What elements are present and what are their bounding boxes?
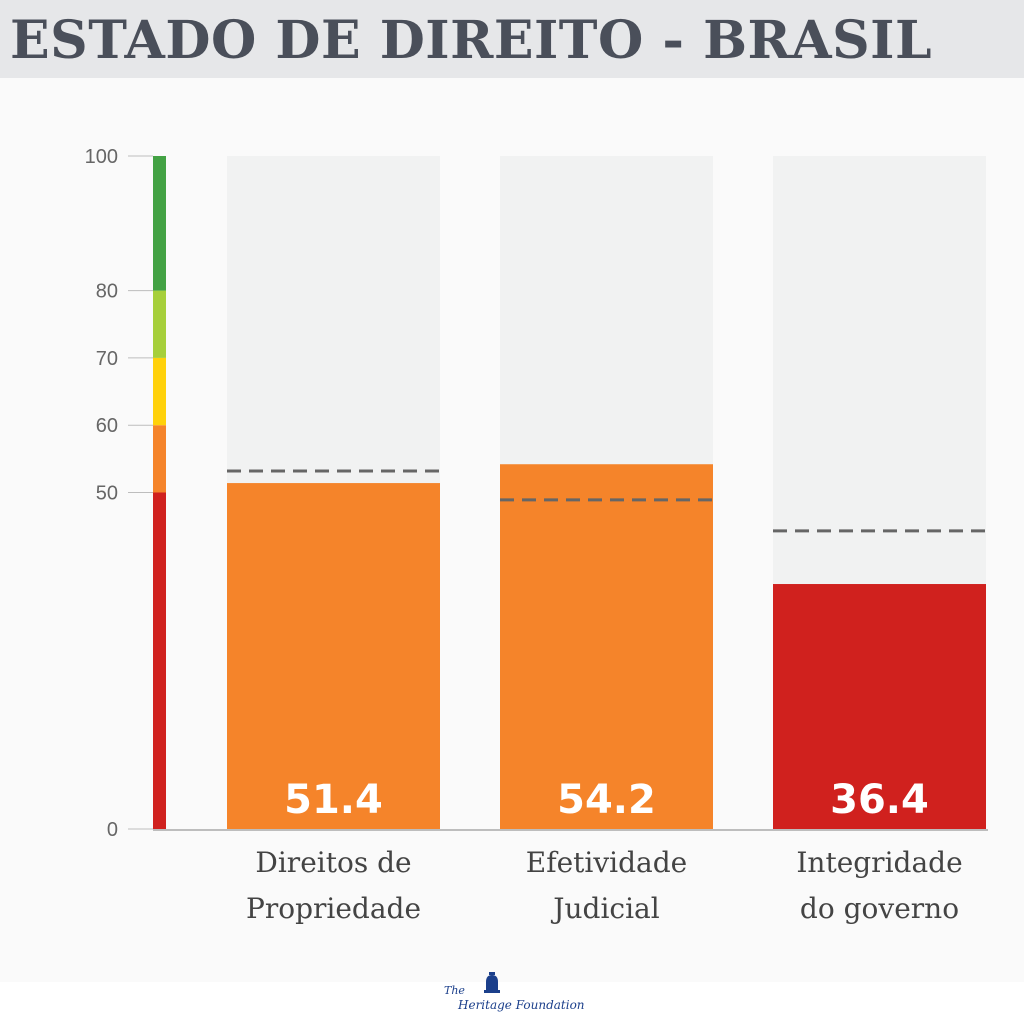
- heritage-foundation-logo: The Heritage Foundation: [438, 970, 598, 1016]
- scale-band-0: [153, 492, 166, 829]
- scale-band-1: [153, 425, 166, 493]
- liberty-bell-icon: [484, 972, 500, 993]
- y-tick-label-0: 0: [107, 819, 118, 841]
- bar-chart: 0 50 60 70 80 100 51.4 Direitos de Propriedade 54…: [85, 146, 988, 925]
- category-label-0-1: Propriedade: [246, 892, 421, 925]
- category-label-2-1: do governo: [800, 892, 959, 925]
- scale-band-4: [153, 156, 166, 291]
- chart-title: ESTADO DE DIREITO - BRASIL: [10, 10, 933, 71]
- category-label-1-0: Efetividade: [526, 846, 687, 879]
- bar-value-label-2: 36.4: [830, 777, 929, 823]
- scale-band-2: [153, 357, 166, 426]
- title-bar: ESTADO DE DIREITO - BRASIL: [0, 0, 1024, 78]
- category-label-0-0: Direitos de: [255, 846, 411, 879]
- bar-0: [227, 483, 440, 829]
- y-tick-label-5: 100: [85, 146, 118, 168]
- logo-the-text: The: [444, 984, 465, 997]
- y-tick-label-2: 60: [96, 415, 118, 437]
- bar-value-label-0: 51.4: [284, 777, 383, 823]
- y-tick-label-1: 50: [96, 483, 118, 505]
- logo-name-text: Heritage Foundation: [458, 998, 585, 1012]
- bar-value-label-1: 54.2: [557, 777, 656, 823]
- bar-2: [773, 584, 986, 829]
- footer-band: [0, 982, 1024, 1024]
- y-tick-label-4: 80: [96, 281, 118, 303]
- category-label-1-1: Judicial: [550, 892, 659, 925]
- y-tick-label-3: 70: [96, 348, 118, 370]
- bar-1: [500, 464, 713, 829]
- category-label-2-0: Integridade: [796, 846, 962, 879]
- scale-band-3: [153, 290, 166, 358]
